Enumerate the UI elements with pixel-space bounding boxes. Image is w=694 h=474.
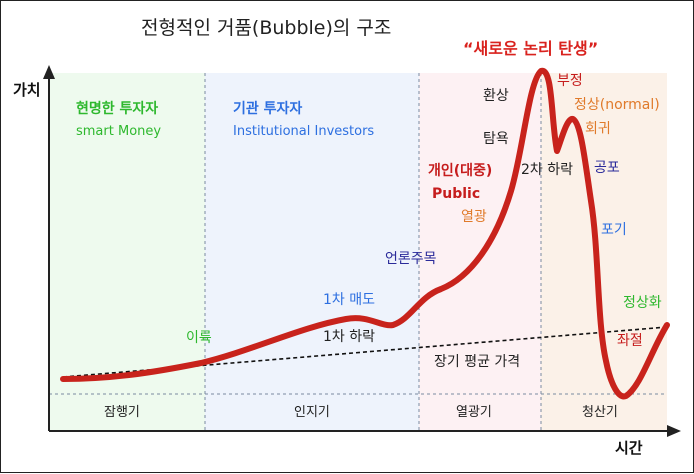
institutional-investor-label: 기관 투자자	[233, 101, 303, 117]
second-drop-label: 2차 하락	[521, 162, 573, 178]
fear-label: 공포	[594, 160, 620, 176]
diagram-title: 전형적인 거품(Bubble)의 구조	[141, 17, 392, 39]
public-investor-label: 개인(대중)	[428, 163, 493, 179]
x-axis-arrow	[667, 425, 681, 437]
denial-label: 부정	[557, 73, 583, 89]
normal-label: 정상(normal)	[574, 97, 660, 113]
smart-money-label: smart Money	[76, 124, 162, 139]
public-en-label: Public	[432, 186, 481, 202]
euphoria-label: 환상	[483, 88, 509, 104]
first-sell-label: 1차 매도	[323, 292, 375, 308]
phase-label-awareness: 인지기	[294, 405, 330, 420]
return-label: 회귀	[585, 121, 611, 137]
y-axis-label: 가치	[13, 81, 41, 99]
enthusiasm-label: 열광	[461, 209, 487, 225]
phase-label-mania: 열광기	[456, 405, 492, 420]
phase-label-stealth: 잠행기	[104, 405, 140, 420]
first-drop-label: 1차 하락	[323, 329, 375, 345]
phase-bg-awareness	[205, 73, 419, 431]
phase-label-blowoff: 청산기	[582, 405, 618, 420]
media-attention-label: 언론주목	[385, 251, 437, 267]
x-axis-label: 시간	[615, 439, 643, 457]
new-logic-label: “새로운 논리 탄생”	[463, 39, 599, 58]
long-term-average-label: 장기 평균 가격	[434, 354, 521, 370]
institutional-investors-en-label: Institutional Investors	[233, 124, 375, 139]
y-axis-arrow	[43, 65, 55, 79]
profit-label: 이륙	[186, 330, 212, 346]
bubble-curve	[60, 68, 670, 400]
despair-label: 좌절	[617, 333, 643, 349]
smart-investor-label: 현명한 투자자	[76, 101, 159, 117]
greed-label: 탐욕	[483, 131, 509, 147]
normalize-label: 정상화	[623, 295, 662, 311]
giveup-label: 포기	[601, 222, 627, 238]
